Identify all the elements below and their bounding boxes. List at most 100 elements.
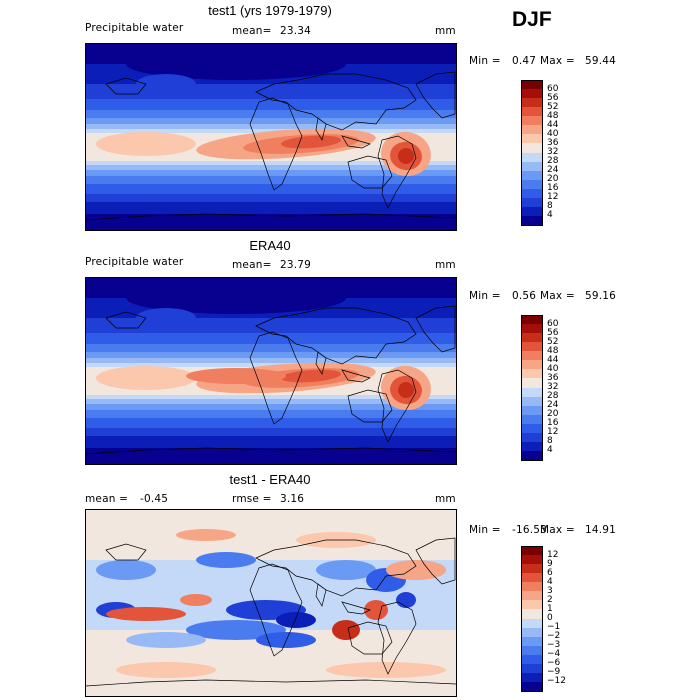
colorbar-swatch <box>521 324 543 334</box>
coastline <box>415 71 456 119</box>
colorbar-swatch <box>521 654 543 664</box>
colorbar-tick-label: 4 <box>547 445 553 456</box>
colorbar-swatch <box>521 125 543 135</box>
colorbar-tick-label: 4 <box>547 576 553 587</box>
min-value: -16.53 <box>512 524 548 536</box>
colorbar-swatch <box>521 351 543 361</box>
coastline <box>255 539 417 597</box>
field-region <box>186 620 286 640</box>
colorbar-swatch <box>521 152 543 162</box>
colorbar-swatch <box>521 672 543 682</box>
field-region <box>116 662 216 678</box>
colorbar-tick-label: 6 <box>547 567 553 578</box>
coastline <box>341 369 371 383</box>
colorbar-tick-label: 28 <box>547 156 559 167</box>
colorbar-swatch <box>521 170 543 180</box>
mean-label: mean= <box>232 25 272 37</box>
colorbar-tick-label: 12 <box>547 549 559 560</box>
field-region <box>96 366 196 390</box>
colorbar-tick-label: 3 <box>547 585 553 596</box>
coastline <box>377 601 417 675</box>
colorbar-tick-label: −3 <box>547 640 561 651</box>
colorbar-swatch <box>521 591 543 601</box>
colorbar-swatch <box>521 450 543 461</box>
colorbar-tick-label: 20 <box>547 409 559 420</box>
colorbar-swatch <box>521 582 543 592</box>
colorbar-tick-label: 52 <box>547 336 559 347</box>
colorbar-tick-label: 28 <box>547 391 559 402</box>
colorbar-tick-label: 16 <box>547 418 559 429</box>
mean-label: mean= <box>232 259 272 271</box>
field-region <box>136 74 196 94</box>
field-region <box>96 560 156 580</box>
colorbar-tick-label: −12 <box>547 676 566 687</box>
colorbar-tick-label: 60 <box>547 318 559 329</box>
colorbar-tick-label: −4 <box>547 649 561 660</box>
field-region <box>256 632 316 648</box>
coastline <box>86 447 456 455</box>
max-value: 14.91 <box>585 524 617 536</box>
coastline <box>315 583 327 607</box>
colorbar-swatch <box>521 80 543 91</box>
field-region <box>276 612 316 628</box>
colorbar-swatch <box>521 161 543 171</box>
min-label: Min = <box>469 290 501 302</box>
colorbar-swatch <box>521 555 543 565</box>
field-region <box>176 529 236 541</box>
colorbar-tick-label: 40 <box>547 128 559 139</box>
field-region <box>96 132 196 156</box>
units-label: mm <box>435 25 456 37</box>
field-region <box>106 607 186 621</box>
variable-label: Precipitable water <box>85 256 184 268</box>
colorbar-swatch <box>521 98 543 108</box>
colorbar-tick-label: −2 <box>547 631 561 642</box>
field-region <box>386 560 446 580</box>
colorbar-swatch <box>521 206 543 216</box>
colorbar-tick-label: 1 <box>547 603 553 614</box>
mean-label: mean = <box>85 493 129 505</box>
coastline <box>341 601 371 615</box>
max-value: 59.16 <box>585 290 617 302</box>
field-region <box>364 600 388 620</box>
colorbar-swatch <box>521 333 543 343</box>
colorbar-tick-label: 8 <box>547 436 553 447</box>
field-region <box>281 135 341 149</box>
coastline <box>347 389 393 423</box>
field-region <box>281 369 341 383</box>
colorbar-swatch <box>521 342 543 352</box>
colorbar-swatch <box>521 627 543 637</box>
coastline <box>377 135 417 209</box>
colorbar-swatch <box>521 423 543 433</box>
coastline <box>105 77 147 95</box>
colorbar-swatch <box>521 378 543 388</box>
colorbar-swatch <box>521 215 543 226</box>
colorbar: 12 9 6 4 3 2 1 0 −1 −2 −3 −4 −6 −9 −12 <box>521 546 581 692</box>
colorbar-tick-label: 44 <box>547 119 559 130</box>
colorbar-swatch <box>521 360 543 370</box>
colorbar-swatch <box>521 315 543 326</box>
field-region <box>332 620 360 640</box>
min-value: 0.47 <box>512 55 537 67</box>
colorbar-tick-label: 56 <box>547 327 559 338</box>
rmse-value: 3.16 <box>280 493 305 505</box>
coastline <box>86 213 456 221</box>
field-region <box>180 594 212 606</box>
colorbar-swatch <box>521 179 543 189</box>
coastline <box>347 621 393 655</box>
coastline <box>341 135 371 149</box>
colorbar-tick-label: 2 <box>547 594 553 605</box>
variable-label: Precipitable water <box>85 22 184 34</box>
colorbar-tick-label: 56 <box>547 92 559 103</box>
colorbar-swatch <box>521 573 543 583</box>
coastline <box>347 155 393 189</box>
panel-title: test1 (yrs 1979-1979) <box>208 3 332 18</box>
colorbar-tick-label: 8 <box>547 201 553 212</box>
coastline <box>105 543 147 561</box>
coastline <box>415 537 456 585</box>
field-region <box>398 382 414 398</box>
coastline <box>255 73 417 131</box>
coastline <box>249 331 303 425</box>
colorbar-tick-label: 48 <box>547 110 559 121</box>
coastline <box>255 307 417 365</box>
colorbar-swatch <box>521 369 543 379</box>
